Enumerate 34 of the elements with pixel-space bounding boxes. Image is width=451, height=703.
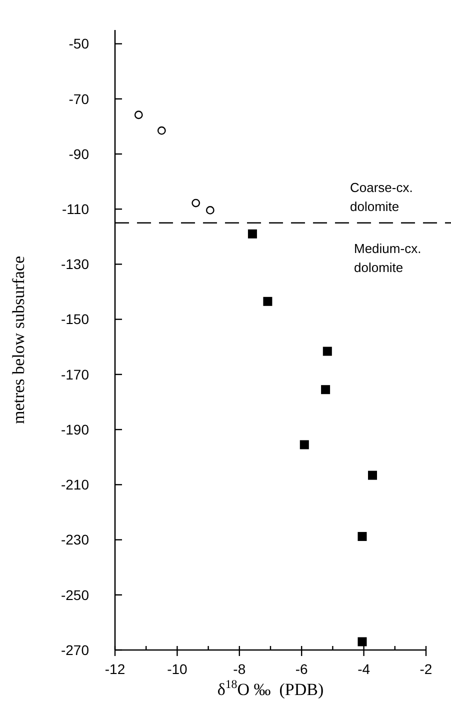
point [368, 470, 378, 480]
annotation: Coarse-cx. dolomite [350, 180, 413, 214]
y-tick-label: -270 [60, 642, 90, 658]
point [300, 440, 309, 450]
y-tick-label: -130 [60, 256, 90, 272]
x-axis-title: δ$^{18}$O ‰ (PDB) [217, 677, 324, 699]
y-tick-label: -250 [60, 586, 90, 603]
y-tick-label: -230 [60, 532, 90, 548]
point [206, 206, 214, 214]
point [321, 385, 330, 394]
y-tick-label: -90 [68, 146, 90, 162]
y-tick-label: -110 [62, 201, 90, 218]
point [134, 110, 143, 120]
annotation: Medium-cx. dolomite [354, 240, 422, 275]
x-tick-label: -10 [167, 661, 188, 677]
x-tick-label: -8 [233, 661, 246, 677]
x-tick-label: -12 [104, 661, 126, 677]
point [358, 532, 367, 541]
y-tick-label: -190 [60, 421, 90, 438]
y-tick-label: -150 [60, 311, 90, 328]
point [157, 126, 166, 135]
point [248, 229, 257, 238]
y-tick-label: -210 [60, 476, 90, 493]
x-tick-label: -4 [358, 661, 370, 677]
point [263, 296, 272, 306]
y-tick-label: -170 [60, 366, 90, 382]
x-tick-label: -2 [420, 661, 432, 677]
y-tick-label: -50 [68, 36, 90, 52]
point [322, 346, 332, 356]
point [358, 637, 367, 646]
point [192, 198, 200, 208]
y-axis-title: metres below subsurface [9, 256, 28, 424]
x-tick-label: -6 [295, 661, 308, 677]
y-tick-label: -70 [68, 90, 90, 107]
